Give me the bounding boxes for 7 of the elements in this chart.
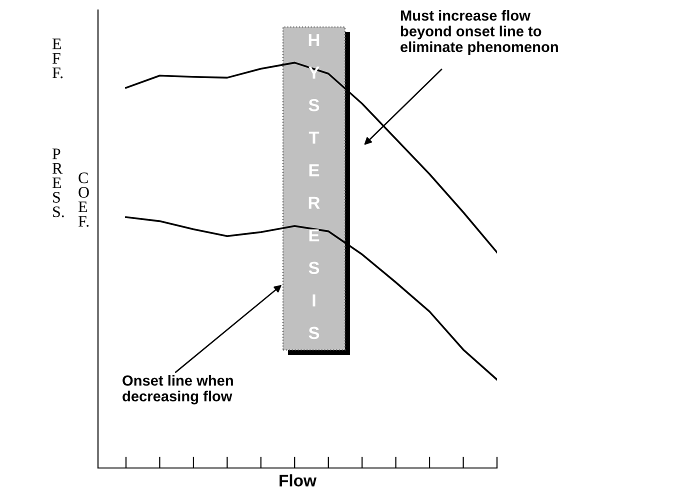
annotation: Onset line when decreasing flow — [122, 375, 233, 404]
text: HYSTERESIS — [308, 34, 320, 340]
text: COEF. — [78, 172, 89, 227]
x-axis-title: Flow — [280, 474, 317, 486]
text: PRESS. — [52, 148, 64, 218]
text: Must increase flow beyond onset line to eliminate phenomenon — [400, 10, 558, 56]
text: EFF. — [52, 38, 63, 78]
